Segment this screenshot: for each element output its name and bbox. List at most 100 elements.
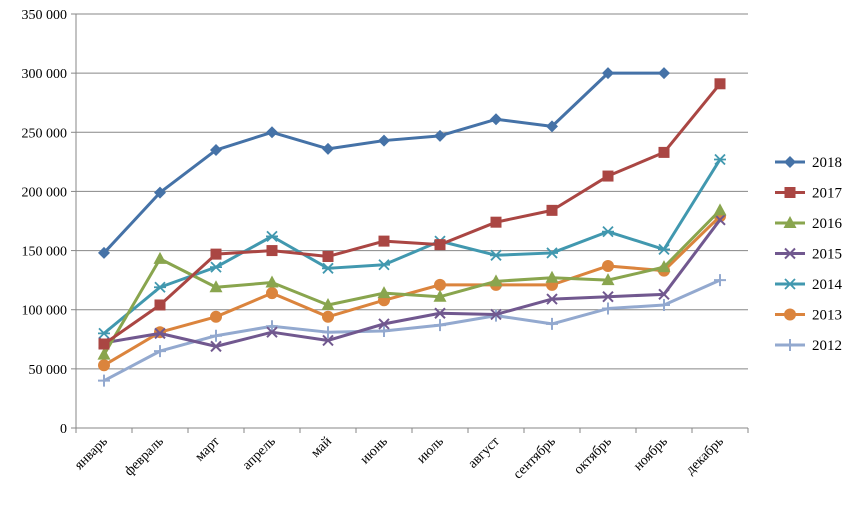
legend-item-2015: 2015 [775,247,842,263]
data-point [658,243,670,256]
axes [71,13,749,433]
data-point [658,67,670,80]
data-point [266,287,278,300]
data-point [154,186,166,199]
data-point [378,235,390,247]
data-point [434,319,446,332]
series-2016 [97,203,727,360]
series-line-2013 [103,215,722,367]
data-point [490,249,502,261]
x-tick-label: август [465,434,502,471]
data-point [602,290,614,303]
data-point [434,129,446,142]
data-point [546,247,558,259]
data-point [210,340,222,353]
legend-item-2018: 2018 [775,155,842,171]
data-point [377,286,391,299]
data-point [154,327,166,340]
series-2018 [98,67,670,259]
data-point [154,281,166,293]
y-tick-label: 350 000 [22,8,68,23]
legend-label: 2017 [812,186,843,202]
data-point [602,67,614,80]
series-2013 [98,210,726,372]
data-point [98,374,110,387]
data-point [434,278,446,291]
data-point [266,230,278,243]
legend-marker [784,187,796,198]
x-tick-label: июнь [358,434,391,467]
data-point [490,113,502,126]
x-axis-ticks: январь февраль март апрель май июнь июль август… [72,434,727,482]
legend-item-2017: 2017 [775,186,843,202]
data-point [98,338,110,350]
x-tick-label: февраль [122,434,167,479]
data-point [322,250,334,262]
y-tick-label: 150 000 [22,245,68,260]
data-point [434,239,446,251]
data-point [154,345,166,358]
series-line-2015 [103,218,722,348]
data-point [658,288,670,301]
legend: 2018 2017 2016 2015 2014 2013 2012 [775,155,843,354]
legend-label: 2012 [812,338,842,354]
legend-marker [783,216,797,228]
data-point [434,307,446,319]
legend-item-2013: 2013 [775,308,842,324]
legend-marker [784,156,796,168]
x-tick-label: декабрь [683,434,727,478]
legend-marker [784,308,796,321]
data-point [322,310,334,323]
data-point [601,273,615,286]
series-2012 [98,274,726,387]
x-tick-label: сентябрь [511,434,559,482]
series-line-2018 [102,71,664,254]
y-tick-label: 50 000 [29,363,68,378]
data-point [433,289,447,302]
series-group [97,67,727,387]
data-point [322,326,334,339]
data-point [546,293,558,305]
y-tick-label: 100 000 [22,304,68,319]
y-axis-ticks: 0 50 000 100 000 150 000 200 000 250 000 300 0… [22,8,68,437]
series-line-2017 [103,82,722,346]
data-point [321,297,335,310]
series-line-2014 [103,158,722,335]
data-point [210,310,222,323]
data-point [714,78,726,90]
data-point [658,298,670,311]
data-point [602,170,614,182]
legend-marker [784,339,796,351]
x-tick-label: ноябрь [631,434,671,474]
data-point [322,142,334,155]
data-point [714,214,726,226]
series-line-2016 [102,209,722,356]
y-tick-label: 250 000 [22,126,68,141]
data-point [209,280,223,293]
gridlines [76,13,748,370]
series-2014 [98,153,726,340]
data-point [489,274,503,287]
data-point [378,134,390,147]
legend-marker [784,247,796,260]
data-point [266,326,278,338]
data-point [490,216,502,228]
data-point [98,359,110,372]
data-point [265,275,279,288]
data-point [98,246,110,259]
data-point [266,126,278,139]
legend-label: 2014 [812,277,843,293]
x-tick-label: апрель [240,434,279,473]
data-point [714,274,726,287]
series-2015 [98,214,726,353]
data-point [657,260,671,273]
data-point [266,245,278,257]
data-point [713,203,727,216]
data-point [602,259,614,272]
legend-label: 2018 [812,155,842,171]
y-tick-label: 300 000 [22,67,68,82]
data-point [378,325,390,338]
data-point [97,347,111,360]
